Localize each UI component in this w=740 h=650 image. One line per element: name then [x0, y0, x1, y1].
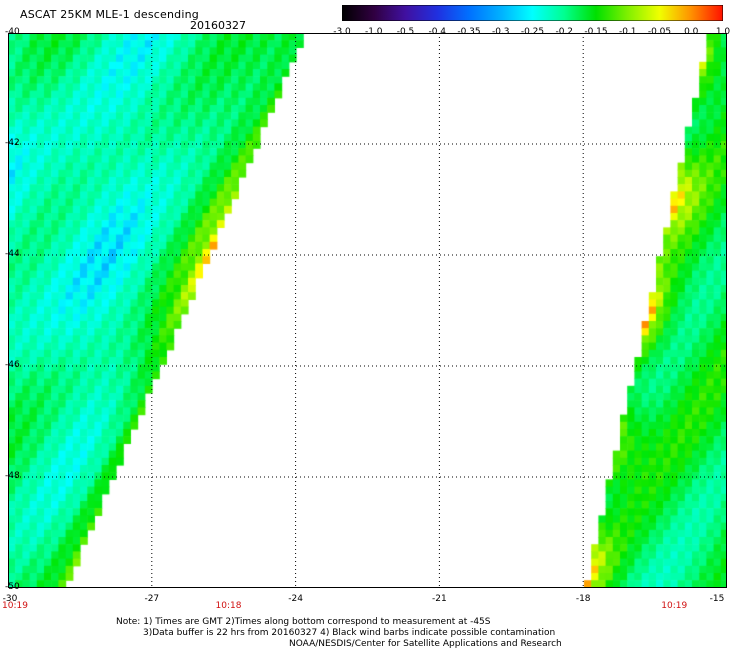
colorbar-tick-label: -0.4 — [428, 27, 447, 37]
note-line-1: Note: 1) Times are GMT 2)Times along bot… — [116, 617, 491, 627]
longitude-label: -18 — [575, 594, 591, 604]
colorbar-tick-label: -0.25 — [520, 27, 545, 37]
colorbar-gradient — [342, 5, 723, 21]
colorbar-tick-label: -0.15 — [584, 27, 608, 37]
wind-field-map — [8, 33, 727, 588]
note-line-2: 3)Data buffer is 22 hrs from 20160327 4)… — [143, 628, 556, 638]
latitude-label: -50 — [5, 582, 20, 592]
latitude-label: -42 — [5, 138, 20, 148]
pass-time-label: 10:19 — [661, 601, 688, 611]
pass-time-label: 10:19 — [2, 601, 28, 611]
colorbar-tick-label: -0.1 — [618, 27, 637, 37]
colorbar-tick-label: 1.0 — [715, 27, 731, 37]
latitude-label: -46 — [5, 360, 20, 370]
longitude-label: -27 — [144, 594, 160, 604]
map-title: ASCAT 25KM MLE-1 descending — [20, 8, 199, 21]
longitude-label: -30 — [2, 594, 18, 604]
colorbar-tick-label: -0.2 — [555, 27, 574, 37]
colorbar-tick-label: -0.3 — [491, 27, 510, 37]
colorbar-tick-label: -0.35 — [457, 27, 481, 37]
colorbar-labels: -3.0 -1.0 -0.5 -0.4 -0.35 -0.3 -0.25 -0.2 -0.15-… — [322, 27, 740, 39]
latitude-label: -48 — [5, 471, 20, 481]
longitude-label: -15 — [709, 594, 725, 604]
longitude-label: -21 — [432, 594, 447, 604]
latitude-label: -40 — [5, 27, 20, 37]
colorbar-tick-label: -3.0 — [333, 27, 351, 37]
pass-time-label: 10:18 — [215, 601, 242, 611]
colorbar-tick-label: -1.0 — [364, 27, 383, 37]
colorbar-tick-label: -0.05 — [647, 27, 672, 37]
colorbar-tick-label: -0.5 — [396, 27, 415, 37]
longitude-label: -24 — [288, 594, 303, 604]
map-date: 20160327 — [190, 19, 246, 32]
colorbar-tick-label: 0.0 — [684, 27, 699, 37]
note-line-3: NOAA/NESDIS/Center for Satellite Applica… — [289, 639, 562, 649]
colorbar — [342, 5, 723, 21]
latitude-label: -44 — [5, 249, 20, 259]
